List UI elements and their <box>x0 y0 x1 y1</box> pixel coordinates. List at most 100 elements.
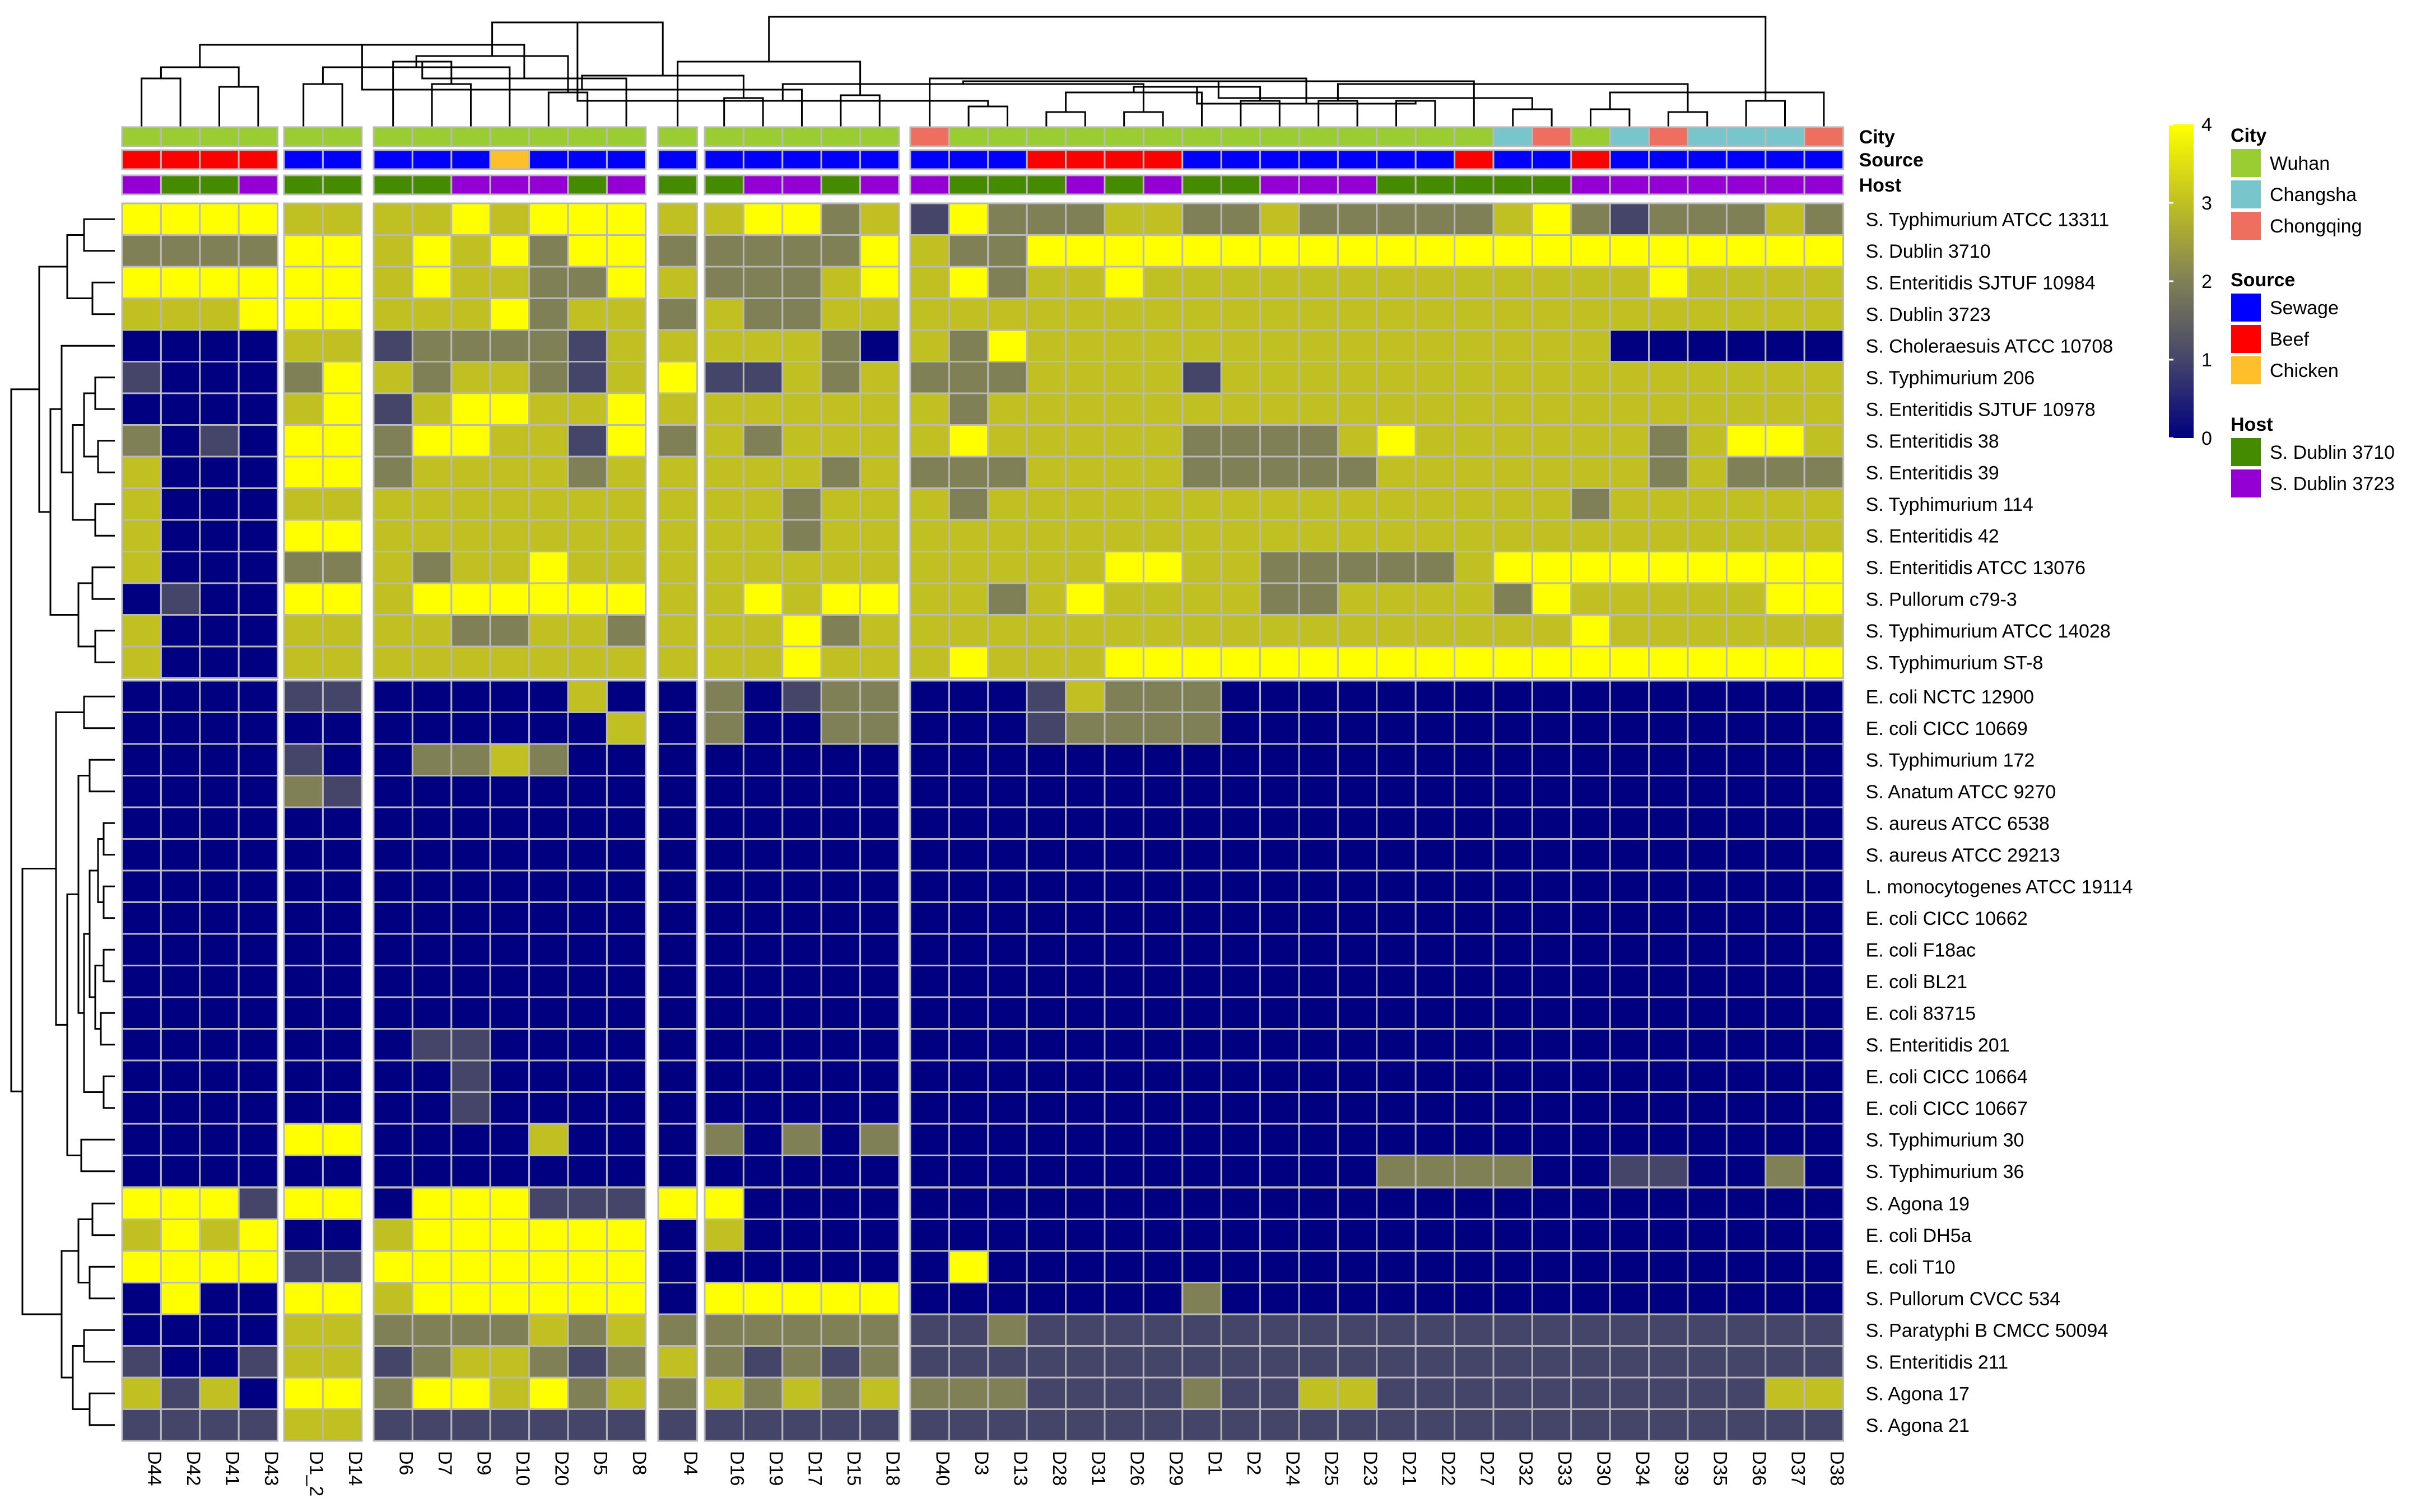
heatmap-cell <box>1298 551 1339 584</box>
heatmap-cell <box>987 645 1028 679</box>
heatmap-cell <box>704 901 744 935</box>
heatmap-cell <box>987 234 1028 268</box>
row-label: L. monocytogenes ATCC 19114 <box>1866 876 2133 897</box>
heatmap-cell <box>411 266 453 299</box>
heatmap-cell <box>1142 680 1184 713</box>
heatmap-cell <box>1687 1282 1728 1315</box>
heatmap-cell <box>859 645 900 679</box>
heatmap-cell <box>704 1250 744 1283</box>
heatmap-cell <box>567 933 608 966</box>
heatmap-cell <box>121 424 162 458</box>
heatmap-cell <box>160 680 201 713</box>
heatmap-cell <box>1687 1187 1728 1220</box>
heatmap-cell <box>1648 1155 1689 1188</box>
heatmap-cell <box>657 455 698 489</box>
dendrogram-branch <box>55 711 84 1026</box>
heatmap-cell <box>1765 455 1805 489</box>
heatmap-cell <box>283 614 324 648</box>
heatmap-cell <box>859 1345 900 1379</box>
heatmap-cell <box>567 711 608 745</box>
heatmap-cell <box>704 329 744 362</box>
heatmap-cell <box>160 202 201 236</box>
heatmap-cell <box>489 487 530 521</box>
heatmap-cell <box>567 775 608 808</box>
heatmap-cell <box>1765 1059 1805 1093</box>
heatmap-cell <box>1220 1187 1261 1220</box>
heatmap-cell <box>283 361 324 394</box>
heatmap-cell <box>1376 1376 1417 1410</box>
heatmap-cell <box>1104 487 1144 521</box>
heatmap-cell <box>1337 680 1378 713</box>
heatmap-cell <box>657 361 698 394</box>
heatmap-cell <box>411 424 453 458</box>
heatmap-cell <box>1687 645 1728 679</box>
heatmap-cell <box>909 329 950 362</box>
column-label: D36 <box>1748 1451 1770 1486</box>
heatmap-cell <box>948 933 989 966</box>
heatmap-cell <box>199 645 240 679</box>
heatmap-cell <box>1725 455 1767 489</box>
heatmap-cell <box>1725 1345 1767 1379</box>
heatmap-cell <box>781 266 822 299</box>
heatmap-cell <box>1492 1218 1533 1252</box>
heatmap-cell <box>489 297 530 331</box>
heatmap-cell <box>1104 743 1144 776</box>
heatmap-cell <box>1065 582 1106 616</box>
heatmap-cell <box>160 838 201 872</box>
heatmap-cell <box>820 361 862 394</box>
heatmap-cell <box>528 869 569 903</box>
heatmap-cell <box>160 1376 201 1410</box>
heatmap-cell <box>1725 1313 1767 1347</box>
heatmap-cell <box>121 1345 162 1379</box>
heatmap-cell <box>567 1218 608 1252</box>
annotation-cell-city <box>742 126 784 147</box>
heatmap-cell <box>1454 806 1495 840</box>
heatmap-cell <box>1142 965 1184 998</box>
heatmap-cell <box>859 455 900 489</box>
heatmap-cell <box>1104 1408 1144 1442</box>
heatmap-cell <box>1298 1187 1339 1220</box>
heatmap-cell <box>1181 1155 1222 1188</box>
heatmap-cell <box>948 996 989 1030</box>
column-labels: D44 D42 D41 D43 D1_2 D14 D6 D7 D9 D10 D20 D5 D8 D4 D16… <box>144 1451 1847 1496</box>
annotation-cell-source <box>1414 149 1456 170</box>
heatmap-cell <box>1765 361 1805 394</box>
heatmap-cell <box>1298 487 1339 521</box>
heatmap-cell <box>1492 234 1533 268</box>
heatmap-cell <box>909 1376 950 1410</box>
heatmap-cell <box>1725 743 1767 776</box>
heatmap-cell <box>450 1282 491 1315</box>
annotation-cell-source <box>1531 149 1572 170</box>
annotation-track-label: Host <box>1859 175 1902 196</box>
dendrogram-branch <box>100 1012 115 1046</box>
heatmap-cell <box>450 202 491 236</box>
heatmap-cell <box>781 297 822 331</box>
heatmap-cell <box>781 234 822 268</box>
heatmap-cell <box>987 1282 1028 1315</box>
heatmap-cell <box>1725 645 1767 679</box>
heatmap-cell <box>1065 1091 1106 1125</box>
heatmap-cell <box>820 965 862 998</box>
heatmap-cell <box>1570 933 1611 966</box>
heatmap-cell <box>528 1345 569 1379</box>
heatmap-cell <box>948 1282 989 1315</box>
heatmap-cell <box>411 996 453 1030</box>
heatmap-cell <box>1531 806 1572 840</box>
heatmap-cell <box>1803 775 1845 808</box>
heatmap-cell <box>567 487 608 521</box>
heatmap-cell <box>121 933 162 966</box>
annotation-cell-source <box>1337 149 1378 170</box>
heatmap-cell <box>121 1028 162 1062</box>
heatmap-cell <box>987 297 1028 331</box>
heatmap-cell <box>567 329 608 362</box>
heatmap-cell <box>1454 234 1495 268</box>
heatmap-cell <box>1181 582 1222 616</box>
heatmap-cell <box>411 775 453 808</box>
heatmap-cell <box>1609 455 1650 489</box>
heatmap-cell <box>909 1408 950 1442</box>
heatmap-cell <box>1259 1408 1300 1442</box>
heatmap-cell <box>781 455 822 489</box>
heatmap-cell <box>1765 838 1805 872</box>
annotation-cell-host <box>606 174 647 196</box>
dendrogram-branch <box>103 885 115 919</box>
